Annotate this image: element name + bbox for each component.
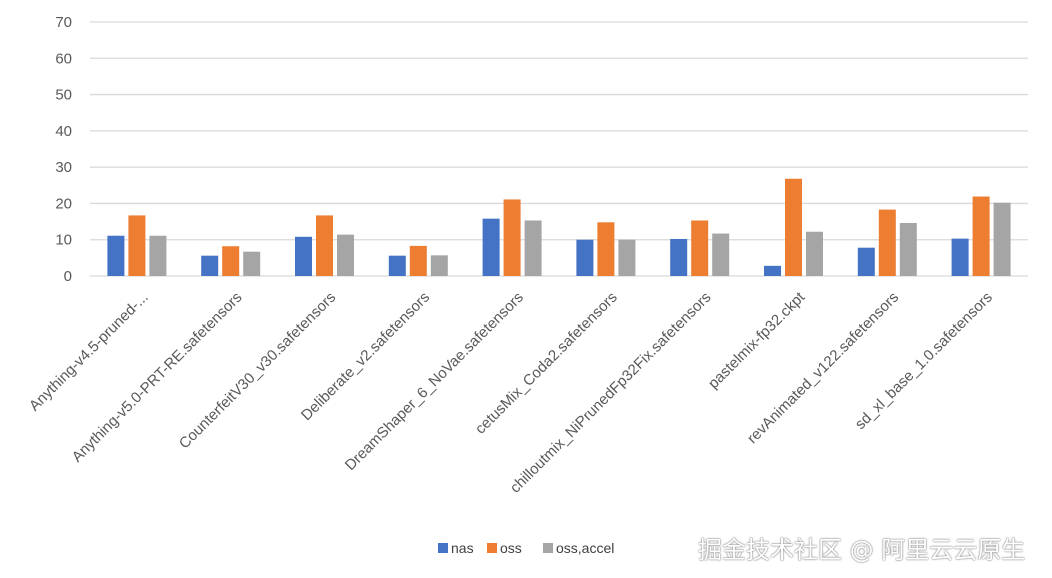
y-tick-label: 40 xyxy=(55,123,72,140)
category-label: CounterfeitV30_v30.safetensors xyxy=(176,289,340,453)
legend-swatch xyxy=(487,543,497,553)
legend: nas oss oss,accel xyxy=(438,540,614,556)
bar-nas xyxy=(107,235,125,276)
bar-nas xyxy=(951,238,969,276)
y-tick-label: 0 xyxy=(64,268,72,285)
bar-oss-accel xyxy=(149,235,167,276)
bar-nas xyxy=(295,236,312,276)
bar-oss-accel xyxy=(243,251,261,276)
legend-swatch xyxy=(543,543,553,553)
bar-nas xyxy=(388,255,406,276)
bar-nas xyxy=(576,239,594,276)
bar-oss xyxy=(878,209,896,276)
gridlines xyxy=(90,21,1028,277)
bar-oss-accel xyxy=(806,231,823,276)
bar-oss xyxy=(691,220,709,276)
bar-oss xyxy=(597,222,615,276)
bar-oss xyxy=(316,215,333,276)
bar-oss-accel xyxy=(712,233,730,276)
bar-oss-accel xyxy=(337,234,354,276)
category-label: chilloutmix_NiPrunedFp32Fix.safetensors xyxy=(507,289,715,497)
y-tick-label: 10 xyxy=(55,232,72,249)
y-tick-label: 30 xyxy=(55,159,72,176)
bar-oss-accel xyxy=(430,255,448,276)
bar-nas xyxy=(201,255,219,276)
y-tick-label: 50 xyxy=(55,87,72,104)
bar-nas xyxy=(857,247,875,276)
y-axis-tick-labels: 0 10 20 30 40 50 60 70 xyxy=(55,14,72,285)
legend-label: nas xyxy=(451,540,474,556)
bar-oss xyxy=(409,245,427,276)
bar-nas xyxy=(482,218,500,276)
y-tick-label: 70 xyxy=(55,14,72,31)
category-label: revAnimated_v122.safetensors xyxy=(744,289,902,447)
bar-oss-accel xyxy=(993,202,1011,276)
bar-oss xyxy=(128,215,146,276)
bar-oss xyxy=(222,246,240,276)
bar-nas xyxy=(670,238,688,276)
bar-oss-accel xyxy=(618,239,636,276)
category-label: DreamShaper_6_NoVae.safetensors xyxy=(342,289,527,474)
y-tick-label: 60 xyxy=(55,50,72,67)
legend-swatch xyxy=(438,543,448,553)
category-label: pastelmix-fp32.ckpt xyxy=(705,288,809,392)
watermark-text: 掘金技术社区 @ 阿里云云原生 xyxy=(698,536,1026,564)
bar-oss-accel xyxy=(524,220,542,276)
legend-label: oss xyxy=(500,540,522,556)
bars xyxy=(107,178,1011,276)
legend-label: oss,accel xyxy=(556,540,614,556)
y-tick-label: 20 xyxy=(55,195,72,212)
bar-oss xyxy=(503,199,521,276)
x-axis-category-labels: Anything-v4.5-pruned-...Anything-v5.0-PR… xyxy=(26,288,996,496)
bar-oss xyxy=(972,196,990,276)
bar-oss xyxy=(785,178,802,276)
bar-oss-accel xyxy=(899,223,917,276)
bar-nas xyxy=(764,265,781,276)
category-label: Anything-v5.0-PRT-RE.safetensors xyxy=(69,289,246,466)
